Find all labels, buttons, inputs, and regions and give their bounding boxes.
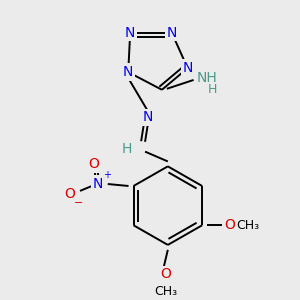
Text: O: O xyxy=(65,187,76,201)
Text: H: H xyxy=(122,142,132,156)
Text: +: + xyxy=(103,170,111,180)
Text: NH: NH xyxy=(197,71,218,85)
Text: N: N xyxy=(182,61,193,75)
Text: N: N xyxy=(125,26,135,40)
Text: N: N xyxy=(143,110,153,124)
Text: CH₃: CH₃ xyxy=(154,285,177,298)
Text: −: − xyxy=(73,198,83,208)
Text: CH₃: CH₃ xyxy=(236,219,259,232)
Text: N: N xyxy=(167,26,177,40)
Text: O: O xyxy=(88,158,99,171)
Text: N: N xyxy=(123,65,134,79)
Text: O: O xyxy=(224,218,235,232)
Text: O: O xyxy=(160,267,171,281)
Text: N: N xyxy=(93,177,103,191)
Text: H: H xyxy=(208,83,217,96)
